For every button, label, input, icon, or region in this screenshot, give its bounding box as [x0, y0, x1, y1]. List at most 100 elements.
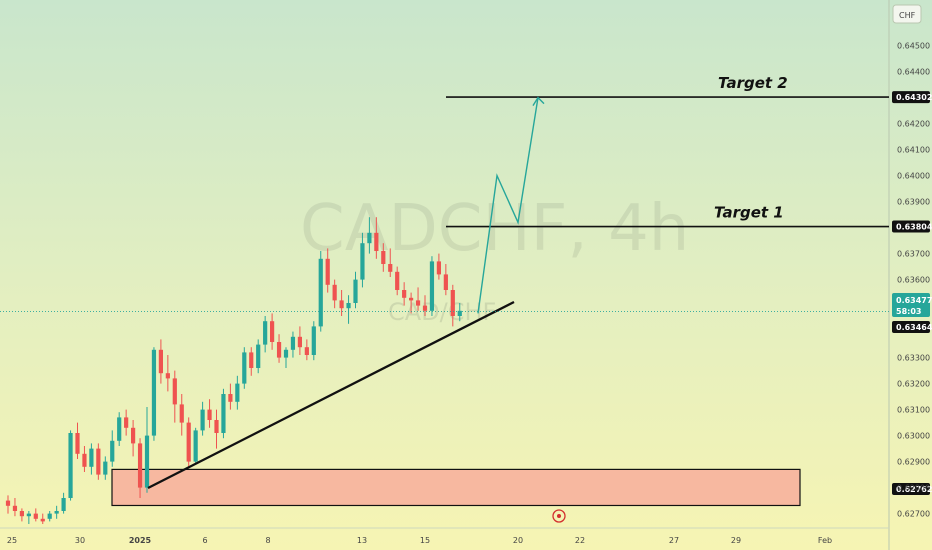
- currency-badge: [892, 4, 922, 24]
- candle-body: [68, 433, 73, 498]
- y-tick-label: 0.64200: [897, 120, 930, 129]
- candle-body: [75, 433, 80, 454]
- candle-body: [47, 513, 52, 519]
- candle-body: [339, 300, 344, 309]
- event-icon[interactable]: [552, 509, 566, 523]
- candle-body: [221, 394, 226, 433]
- y-tick-label: 0.64400: [897, 68, 930, 77]
- x-tick-label: 29: [731, 536, 741, 545]
- y-tick-label: 0.62700: [897, 510, 930, 519]
- candle-body: [409, 297, 414, 301]
- candle-body: [346, 303, 351, 309]
- candle-body: [457, 310, 462, 316]
- candle-body: [151, 349, 157, 436]
- candle-body: [353, 279, 358, 303]
- support-zone: [111, 468, 801, 507]
- target-level-label: Target 2: [718, 74, 788, 92]
- candle-body: [33, 513, 38, 519]
- candle-body: [290, 336, 296, 350]
- candle-body: [172, 378, 177, 405]
- y-tick-label: 0.63600: [897, 276, 930, 285]
- currency-label: CHF: [899, 11, 916, 20]
- candle-body: [429, 261, 435, 311]
- candle-body: [19, 511, 24, 517]
- y-tick-label: 0.63900: [897, 198, 930, 207]
- candle-body: [82, 453, 87, 467]
- x-tick-label: 8: [265, 536, 270, 545]
- x-tick-label: 22: [575, 536, 585, 545]
- y-tick-label: 0.64500: [897, 42, 930, 51]
- x-tick-label: 25: [7, 536, 17, 545]
- candle-body: [443, 274, 448, 290]
- trendline: [147, 300, 515, 490]
- candle-body: [263, 321, 268, 345]
- candle-body: [367, 232, 372, 244]
- x-tick-label: 13: [357, 536, 367, 545]
- candle-body: [186, 422, 191, 462]
- candle-body: [276, 342, 282, 358]
- candle-body: [311, 326, 316, 355]
- candle-body: [395, 271, 400, 290]
- candle-body: [360, 243, 365, 280]
- x-tick-label: 30: [75, 536, 85, 545]
- candle-body: [179, 404, 184, 423]
- candle-body: [283, 349, 289, 358]
- candle-body: [96, 448, 101, 475]
- candle-body: [415, 300, 421, 306]
- candle-body: [388, 264, 393, 272]
- price-badge: [892, 220, 930, 233]
- candle-body: [40, 518, 45, 522]
- candle-body: [381, 251, 386, 264]
- candle-body: [200, 409, 205, 431]
- projection-arrowhead: [532, 96, 545, 106]
- price-badge-label: 0.63804: [896, 223, 932, 232]
- candle-body: [12, 505, 18, 511]
- current-price-badge: [892, 293, 930, 317]
- candle-body: [270, 321, 275, 342]
- candle-body: [436, 261, 441, 275]
- candle-body: [26, 513, 31, 517]
- candle-body: [422, 305, 428, 311]
- x-tick-label: 15: [420, 536, 430, 545]
- current-price-label: 0.63477: [896, 296, 932, 305]
- candle-body: [61, 498, 66, 511]
- candle-body: [117, 417, 122, 441]
- y-tick-label: 0.64000: [897, 172, 930, 181]
- y-tick-label: 0.64100: [897, 146, 930, 155]
- candle-body: [5, 500, 11, 506]
- candle-body: [158, 349, 163, 374]
- y-tick-label: 0.63000: [897, 432, 930, 441]
- price-badge: [892, 91, 930, 104]
- zone-price-badge: [892, 483, 930, 495]
- candle-body: [318, 258, 323, 327]
- y-tick-label: 0.63700: [897, 250, 930, 259]
- candle-body: [402, 290, 407, 298]
- y-tick-label: 0.62800: [897, 484, 930, 493]
- candle-body: [325, 258, 330, 285]
- symbol-watermark: CADCHF, 4h: [300, 192, 689, 266]
- candle-body: [144, 435, 150, 488]
- candle-body: [54, 511, 59, 514]
- y-tick-label: 0.62900: [897, 458, 930, 467]
- candle-body: [165, 373, 170, 379]
- candle-body: [297, 336, 302, 348]
- candle-body: [228, 394, 233, 402]
- low-price-badge: [892, 321, 930, 333]
- candle-body: [214, 420, 219, 433]
- candle-body: [332, 284, 337, 301]
- candle-body: [110, 440, 115, 462]
- candle-body: [131, 427, 136, 444]
- countdown-label: 58:03: [896, 307, 921, 316]
- candle-body: [207, 409, 212, 420]
- y-tick-label: 0.63100: [897, 406, 930, 415]
- target-level-label: Target 1: [714, 204, 784, 222]
- candle-body: [137, 443, 143, 488]
- zone-price-label: 0.62762: [896, 485, 932, 494]
- x-tick-label: Feb: [818, 536, 832, 545]
- candle-body: [242, 352, 247, 384]
- x-tick-label: 27: [669, 536, 679, 545]
- x-tick-label: 20: [513, 536, 523, 545]
